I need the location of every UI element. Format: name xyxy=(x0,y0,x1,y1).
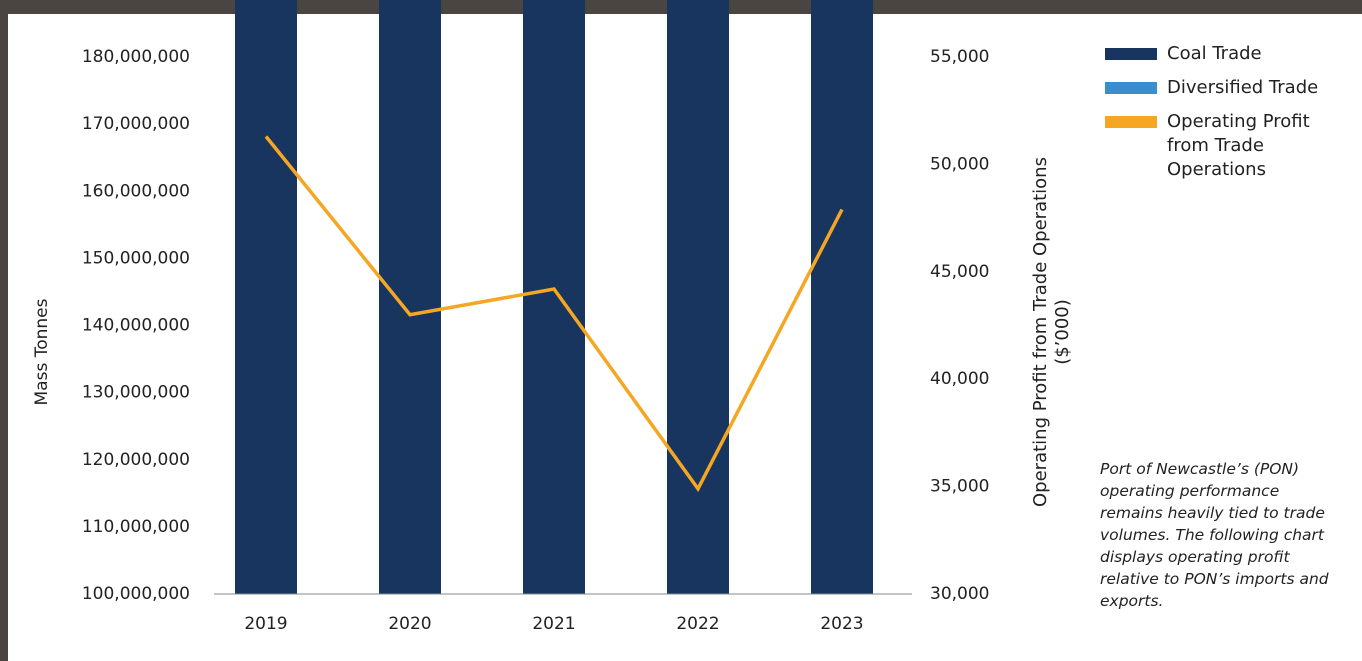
x-tick-label: 2022 xyxy=(676,614,719,634)
y-tick-label: 150,000,000 xyxy=(82,248,190,268)
x-tick-label: 2019 xyxy=(244,614,287,634)
legend-label: Diversified Trade xyxy=(1167,77,1319,98)
bar xyxy=(811,0,873,594)
y2-tick-label: 40,000 xyxy=(930,369,989,389)
annotation: Port of Newcastle’s (PON) operating perf… xyxy=(1100,460,1329,610)
bar xyxy=(235,0,297,594)
y2-axis-title: Operating Profit from Trade Operations (… xyxy=(1030,157,1073,507)
x-tick-label: 2020 xyxy=(388,614,431,634)
x-tick-label: 2021 xyxy=(532,614,575,634)
y-tick-label: 160,000,000 xyxy=(82,181,190,201)
legend-swatch xyxy=(1105,82,1157,94)
y-axis-title: Mass Tonnes xyxy=(32,298,52,405)
y-tick-label: 140,000,000 xyxy=(82,316,190,336)
y2-tick-label: 45,000 xyxy=(930,262,989,282)
y2-tick-label: 30,000 xyxy=(930,584,989,604)
y-tick-label: 110,000,000 xyxy=(82,517,190,537)
y-tick-label: 180,000,000 xyxy=(82,47,190,67)
legend-item: Diversified Trade xyxy=(1105,76,1345,100)
legend-item: Coal Trade xyxy=(1105,42,1345,66)
legend-label: Operating Profit from Trade Operations xyxy=(1167,111,1310,180)
bar xyxy=(379,0,441,594)
legend-item: Operating Profit from Trade Operations xyxy=(1105,110,1345,182)
y2-tick-label: 55,000 xyxy=(930,47,989,67)
legend: Coal Trade Diversified Trade Operating Pro… xyxy=(1105,42,1345,192)
line xyxy=(264,135,844,493)
bar xyxy=(523,0,585,594)
y-tick-label: 170,000,000 xyxy=(82,114,190,134)
y2-tick-label: 35,000 xyxy=(930,477,989,497)
x-tick-label: 2023 xyxy=(820,614,863,634)
bar xyxy=(667,0,729,594)
legend-swatch xyxy=(1105,116,1157,128)
y-tick-label: 130,000,000 xyxy=(82,383,190,403)
legend-label: Coal Trade xyxy=(1167,43,1262,64)
y2-tick-label: 50,000 xyxy=(930,154,989,174)
y-tick-label: 120,000,000 xyxy=(82,450,190,470)
legend-swatch xyxy=(1105,48,1157,60)
y-tick-label: 100,000,000 xyxy=(82,584,190,604)
